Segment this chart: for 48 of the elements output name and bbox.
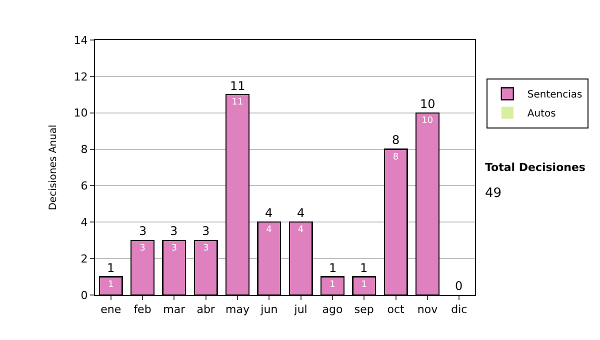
legend-label: Sentencias	[527, 90, 582, 101]
total-label: 3	[139, 224, 147, 238]
y-tick-label: 8	[80, 143, 88, 156]
data-label: 1	[108, 280, 114, 290]
legend-label: Autos	[527, 108, 556, 120]
x-tick-label: dic	[451, 303, 468, 316]
x-tick-label: sep	[354, 303, 374, 316]
text: 49	[485, 186, 502, 201]
data-label: 3	[140, 243, 146, 254]
x-tick-label: abr	[196, 303, 216, 316]
x-tick-label: ago	[322, 303, 343, 316]
y-tick-label: 14	[74, 34, 88, 47]
data-label: 3	[202, 243, 209, 254]
data-label: 4	[266, 225, 272, 236]
y-tick-label: 6	[80, 180, 88, 193]
total-label: 3	[202, 224, 210, 238]
text: Total Decisiones	[485, 161, 586, 174]
data-label: 4	[298, 225, 304, 236]
x-tick-label: nov	[417, 303, 438, 316]
x-tick-label: jun	[260, 303, 278, 316]
data-label: 1	[330, 280, 336, 290]
total-label: 4	[297, 206, 305, 220]
y-axis-title: Decisiones Anual	[48, 124, 59, 210]
total-label: 11	[230, 79, 246, 93]
total-label: 0	[455, 279, 463, 293]
y-tick-label: 2	[80, 252, 88, 266]
x-tick-label: ene	[100, 303, 122, 316]
y-tick-label: 12	[74, 70, 88, 84]
data-label: 8	[392, 152, 399, 162]
x-tick-label: feb	[134, 303, 152, 316]
data-label: 3	[171, 243, 178, 254]
data-label: 10	[422, 116, 434, 126]
x-tick-label: mar	[163, 303, 186, 316]
x-tick-label: jul	[293, 303, 308, 316]
total-label: 1	[329, 261, 337, 275]
total-label: 3	[170, 224, 178, 238]
total-label: 1	[360, 261, 368, 275]
total-label: 8	[392, 133, 400, 147]
data-label: 1	[361, 280, 368, 290]
total-label: 1	[107, 261, 115, 275]
total-label: 10	[420, 97, 436, 111]
data-label: 11	[232, 98, 244, 108]
total-label: 4	[265, 206, 273, 220]
x-tick-label: may	[226, 303, 250, 316]
y-tick-label: 10	[74, 106, 88, 120]
x-tick-label: oct	[387, 303, 406, 316]
y-tick-label: 4	[80, 216, 88, 229]
y-tick-label: 0	[80, 288, 88, 302]
